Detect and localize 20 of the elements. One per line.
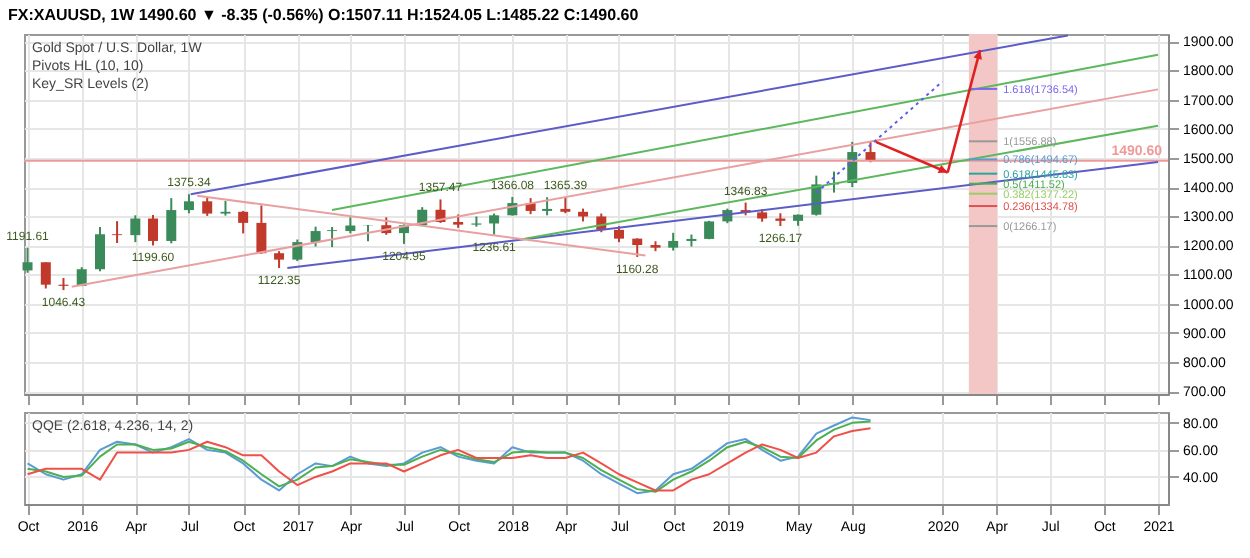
candlestick (202, 195, 213, 217)
candlestick (148, 214, 159, 247)
candlestick (130, 214, 141, 244)
candlestick (94, 225, 105, 273)
candlestick (310, 225, 321, 248)
candlestick (40, 261, 51, 290)
candlestick (292, 238, 303, 263)
candlestick (220, 200, 231, 217)
candlestick (22, 246, 33, 274)
candlestick (238, 209, 249, 235)
candlestick (542, 196, 553, 217)
candlestick (471, 215, 482, 228)
candlestick (632, 237, 643, 258)
candlestick (112, 220, 123, 244)
candlestick (489, 212, 500, 236)
chart-title: FX:XAUUSD, 1W 1490.60 ▼ -8.35 (-0.56%) O:1507.11 H:1524.05 L:1485.22 C:1490.60 (6, 4, 641, 28)
candlestick (166, 197, 177, 245)
candlestick (327, 225, 338, 249)
candlestick (183, 193, 194, 215)
candlestick (256, 204, 267, 255)
